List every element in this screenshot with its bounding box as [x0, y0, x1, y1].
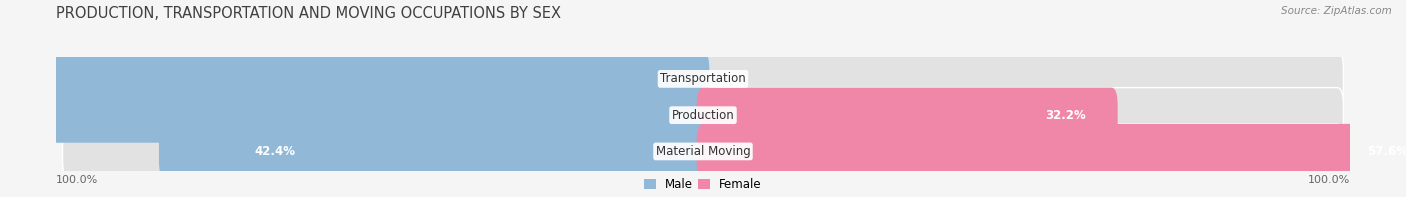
FancyBboxPatch shape [696, 124, 1406, 179]
Text: 100.0%: 100.0% [56, 175, 98, 185]
FancyBboxPatch shape [0, 88, 710, 143]
Text: Source: ZipAtlas.com: Source: ZipAtlas.com [1281, 6, 1392, 16]
Text: Material Moving: Material Moving [655, 145, 751, 158]
FancyBboxPatch shape [0, 51, 710, 106]
Legend: Male, Female: Male, Female [644, 178, 762, 191]
FancyBboxPatch shape [63, 51, 1343, 106]
Text: 32.2%: 32.2% [1045, 109, 1085, 122]
Text: 42.4%: 42.4% [254, 145, 295, 158]
FancyBboxPatch shape [63, 88, 1343, 143]
FancyBboxPatch shape [159, 124, 710, 179]
FancyBboxPatch shape [696, 88, 1118, 143]
Text: 100.0%: 100.0% [1308, 175, 1350, 185]
Text: Production: Production [672, 109, 734, 122]
FancyBboxPatch shape [63, 124, 1343, 179]
Text: Transportation: Transportation [661, 72, 745, 85]
Text: 57.6%: 57.6% [1367, 145, 1406, 158]
Text: PRODUCTION, TRANSPORTATION AND MOVING OCCUPATIONS BY SEX: PRODUCTION, TRANSPORTATION AND MOVING OC… [56, 6, 561, 21]
